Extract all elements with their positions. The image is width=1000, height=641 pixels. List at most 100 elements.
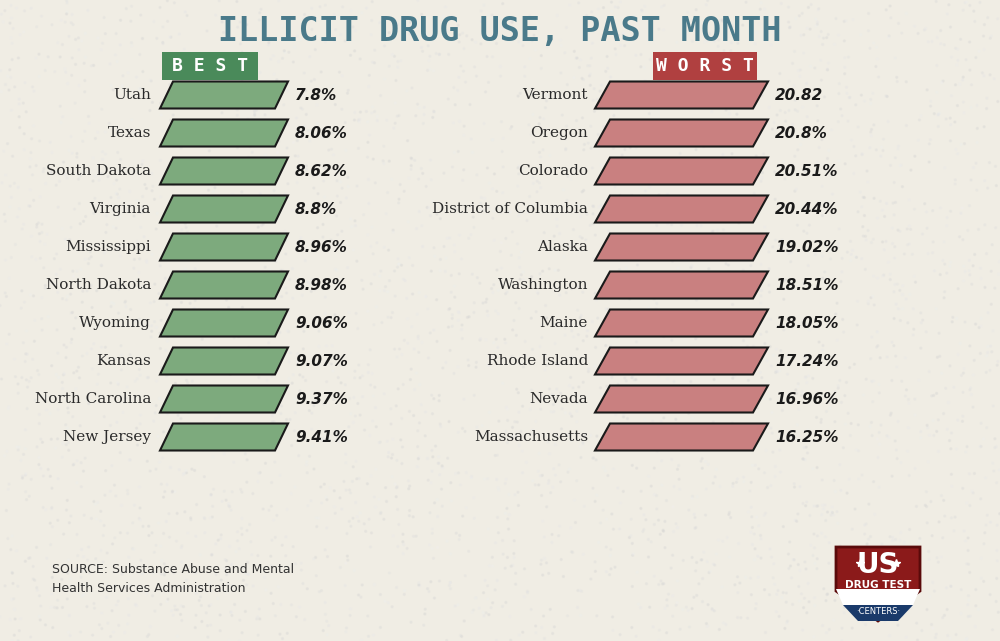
- Point: [572, 585, 588, 595]
- Point: [615, 349, 631, 360]
- Point: [153, 98, 169, 108]
- Point: [652, 75, 668, 85]
- Point: [625, 549, 641, 559]
- Point: [720, 283, 736, 293]
- Point: [250, 116, 266, 126]
- Point: [207, 284, 223, 294]
- Point: [829, 335, 845, 345]
- Point: [880, 257, 896, 267]
- Point: [585, 483, 601, 494]
- Point: [153, 599, 169, 610]
- Point: [122, 454, 138, 465]
- Point: [855, 231, 871, 241]
- Point: [415, 46, 431, 56]
- Point: [966, 469, 982, 479]
- Point: [499, 287, 515, 297]
- Point: [545, 399, 561, 410]
- Point: [506, 536, 522, 546]
- Text: 20.8%: 20.8%: [775, 126, 828, 140]
- Point: [661, 589, 677, 599]
- Point: [327, 310, 343, 320]
- Point: [77, 28, 93, 38]
- Point: [682, 95, 698, 105]
- Point: [50, 404, 66, 415]
- Point: [172, 141, 188, 151]
- Point: [836, 16, 852, 26]
- Point: [487, 451, 503, 461]
- Point: [274, 312, 290, 322]
- Point: [573, 212, 589, 222]
- Point: [660, 194, 676, 204]
- Point: [863, 131, 879, 141]
- Point: [964, 486, 980, 496]
- Point: [575, 377, 591, 387]
- Point: [444, 321, 460, 331]
- Point: [814, 210, 830, 221]
- Point: [660, 131, 676, 142]
- Point: [860, 226, 876, 236]
- Point: [0, 9, 9, 19]
- Point: [302, 451, 318, 462]
- Point: [650, 406, 666, 417]
- Point: [212, 610, 228, 620]
- Point: [77, 254, 93, 264]
- Point: [954, 416, 970, 426]
- Point: [211, 204, 227, 214]
- Point: [34, 313, 50, 324]
- Point: [976, 576, 992, 587]
- Point: [669, 385, 685, 395]
- Point: [956, 108, 972, 118]
- Point: [935, 76, 951, 86]
- Point: [758, 628, 774, 638]
- Point: [952, 338, 968, 349]
- Point: [293, 233, 309, 243]
- Point: [743, 35, 759, 45]
- Point: [522, 54, 538, 64]
- Point: [858, 519, 874, 529]
- Point: [304, 24, 320, 35]
- Point: [131, 513, 147, 524]
- Point: [786, 81, 802, 91]
- Point: [464, 269, 480, 279]
- Point: [781, 2, 797, 12]
- Point: [403, 364, 419, 374]
- Point: [687, 523, 703, 533]
- Point: [164, 606, 180, 616]
- Point: [725, 373, 741, 383]
- Point: [616, 137, 632, 147]
- Point: [31, 229, 47, 239]
- Point: [385, 434, 401, 444]
- Point: [913, 426, 929, 437]
- Point: [863, 613, 879, 624]
- Point: [304, 424, 320, 435]
- Point: [403, 617, 419, 628]
- Point: [802, 510, 818, 520]
- Point: [443, 287, 459, 297]
- Point: [892, 285, 908, 296]
- Point: [935, 256, 951, 266]
- Point: [557, 330, 573, 340]
- Point: [489, 474, 505, 485]
- Point: [104, 280, 120, 290]
- Point: [634, 5, 650, 15]
- Point: [31, 71, 47, 81]
- Point: [391, 198, 407, 208]
- Point: [989, 573, 1000, 583]
- Point: [68, 59, 84, 69]
- Point: [607, 562, 623, 572]
- Point: [840, 52, 856, 62]
- Point: [198, 96, 214, 106]
- Point: [599, 51, 615, 62]
- Point: [456, 394, 472, 404]
- Point: [13, 456, 29, 466]
- Point: [827, 387, 843, 397]
- Point: [0, 484, 16, 494]
- Point: [567, 517, 583, 528]
- Point: [166, 179, 182, 190]
- Point: [850, 445, 866, 456]
- Point: [464, 607, 480, 617]
- Point: [815, 39, 831, 49]
- Point: [600, 353, 616, 363]
- Point: [143, 76, 159, 86]
- Point: [687, 441, 703, 451]
